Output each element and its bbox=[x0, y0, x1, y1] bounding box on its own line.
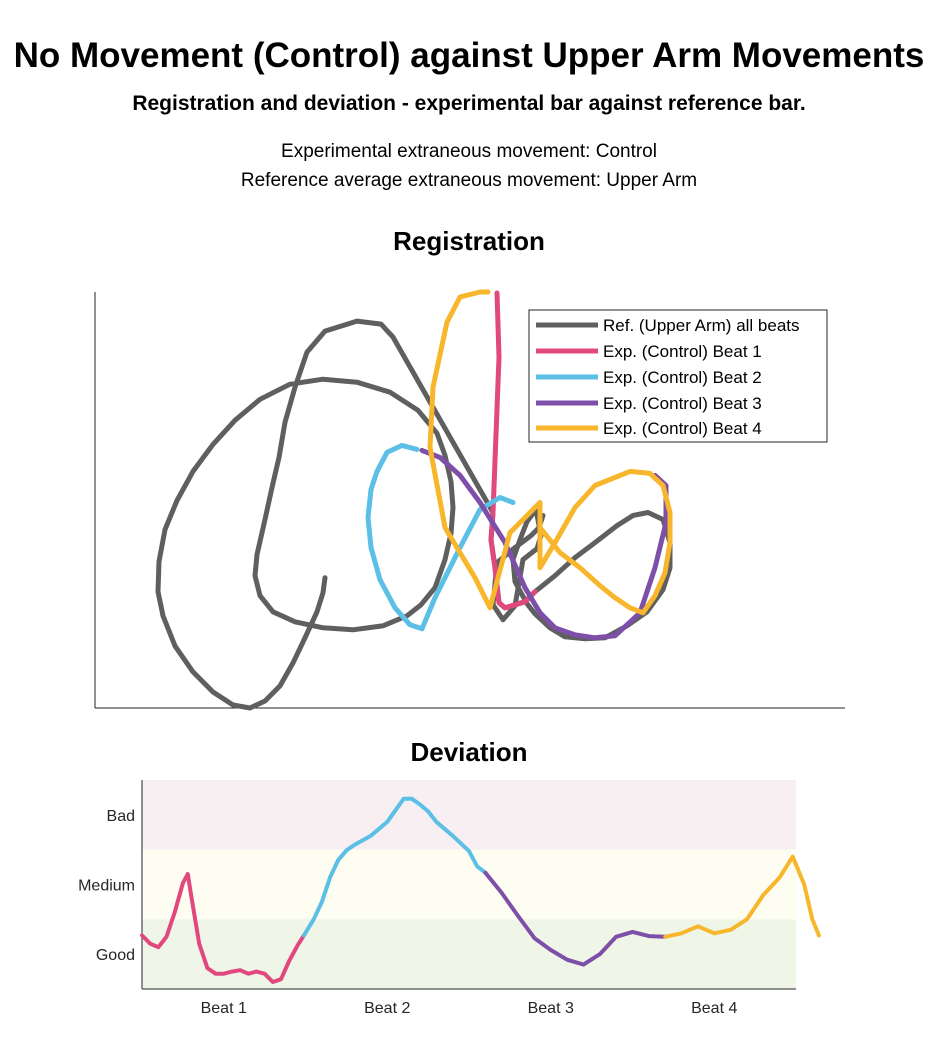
deviation-line-beat2 bbox=[301, 796, 488, 938]
deviation-line-beat3 bbox=[483, 870, 668, 967]
band-medium bbox=[142, 849, 796, 920]
band-bad bbox=[142, 780, 796, 850]
x-tick-beat-2: Beat 2 bbox=[364, 1000, 410, 1017]
registration-legend: Ref. (Upper Arm) all beats Exp. (Control… bbox=[528, 309, 828, 443]
deviation-chart: Deviation Good Medium Bad Beat 1 Beat 2 Beat … bbox=[78, 737, 821, 1017]
legend-label-beat3: Exp. (Control) Beat 3 bbox=[603, 394, 762, 413]
y-tick-good: Good bbox=[96, 947, 135, 964]
registration-line-reference bbox=[155, 318, 673, 711]
registration-chart: Registration Ref. (Upper Arm) all beats … bbox=[94, 226, 845, 711]
main-title: No Movement (Control) against Upper Arm … bbox=[13, 36, 925, 75]
legend-label-beat4: Exp. (Control) Beat 4 bbox=[603, 419, 762, 438]
legend-label-beat2: Exp. (Control) Beat 2 bbox=[603, 368, 762, 387]
x-tick-beat-1: Beat 1 bbox=[201, 1000, 247, 1017]
subtitle: Registration and deviation - experimenta… bbox=[132, 92, 806, 115]
x-tick-beat-3: Beat 3 bbox=[528, 1000, 574, 1017]
registration-line-beat2 bbox=[365, 442, 516, 632]
y-tick-medium: Medium bbox=[78, 878, 135, 895]
deviation-line-beat4 bbox=[663, 854, 821, 939]
experimental-movement-label: Experimental extraneous movement: Contro… bbox=[281, 141, 657, 162]
deviation-title: Deviation bbox=[410, 737, 527, 767]
registration-line-beat3 bbox=[419, 447, 669, 641]
legend-label-reference: Ref. (Upper Arm) all beats bbox=[603, 316, 800, 335]
legend-label-beat1: Exp. (Control) Beat 1 bbox=[603, 342, 762, 361]
x-tick-beat-4: Beat 4 bbox=[691, 1000, 737, 1017]
registration-line-beat4 bbox=[427, 289, 673, 616]
band-good bbox=[142, 919, 796, 989]
registration-title: Registration bbox=[393, 226, 545, 256]
reference-movement-label: Reference average extraneous movement: U… bbox=[240, 170, 698, 191]
y-tick-bad: Bad bbox=[107, 808, 135, 825]
deviation-line-beat1 bbox=[140, 872, 306, 984]
